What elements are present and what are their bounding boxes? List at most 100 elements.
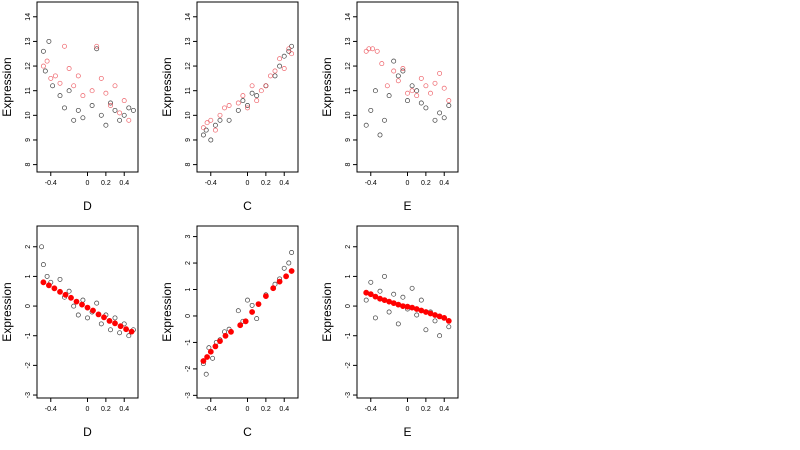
fit-point [117,323,124,330]
y-tick-label: 13 [25,37,32,45]
y-axis-label: Expression [160,57,174,116]
data-point [414,312,420,318]
panel-6: -0.4 0 0.2 0.4 -3 -2 -1 0 1 2 E Expression [320,225,459,439]
data-point [423,83,429,89]
fit-point [40,279,47,286]
x-axis-label: E [403,425,411,439]
y-tick-label: 0 [185,314,192,318]
panel-3: -0.4 0 0.2 0.4 8 9 10 11 12 13 14 E Expression [320,1,459,213]
y-tick-label: -1 [345,333,352,339]
y-tick-label: 9 [185,138,192,142]
data-point [85,315,90,321]
data-point [103,122,109,128]
data-point [210,355,216,361]
x-tick-label: 0.4 [439,406,449,413]
series-red-fit [200,268,295,364]
x-axis-label: E [403,199,411,213]
data-point [281,265,287,271]
data-point [384,83,390,89]
data-point [400,294,406,300]
data-point [126,333,132,339]
x-tick-label: -0.4 [205,180,217,187]
data-point [217,112,223,118]
data-point [80,93,86,99]
series-red [200,46,295,133]
data-point [103,90,109,96]
x-tick-label: -0.4 [365,406,377,413]
fit-point [237,322,244,329]
series-red [363,46,452,104]
fit-point [112,320,118,327]
fit-point [262,293,269,299]
fit-point [283,273,289,280]
y-tick-label: 8 [345,163,352,167]
x-axis-label: D [83,199,92,213]
data-point [418,75,424,81]
fit-point [255,301,262,307]
data-point [363,48,369,54]
data-point [441,85,447,91]
data-point [94,46,100,52]
data-point [75,107,81,113]
data-point [94,43,100,49]
data-point [200,132,206,138]
x-tick-label: -0.4 [205,406,217,413]
x-axis-label: C [243,425,252,439]
y-axis-label: Expression [160,282,174,341]
data-point [379,61,385,67]
data-point [44,58,50,64]
data-point [57,276,63,282]
x-tick-label: -0.4 [365,180,377,187]
x-tick-label: 0 [246,406,250,413]
x-tick-label: 0 [86,180,90,187]
data-point [395,321,401,327]
data-point [377,288,383,294]
x-tick-label: 0.4 [439,180,449,187]
y-tick-label: 2 [185,261,192,265]
series-black [363,58,452,138]
data-point [437,70,443,76]
plot-frame [196,1,299,173]
data-point [126,117,132,123]
plot-frame [36,1,139,173]
data-point [126,105,132,111]
x-axis-label: C [243,199,252,213]
y-tick-label: 2 [345,245,352,249]
fit-point [228,328,234,335]
y-tick-label: 9 [25,138,32,142]
fit-point [367,291,374,298]
data-point [372,88,378,94]
data-point [377,132,383,138]
data-point [446,98,452,104]
y-axis-label: Expression [0,57,14,116]
data-point [286,260,292,266]
data-point [203,127,209,133]
fit-point [372,293,379,300]
y-tick-label: 10 [185,111,192,119]
y-tick-label: -3 [345,392,352,398]
data-point [437,110,443,116]
data-point [52,73,58,79]
data-point [48,75,54,81]
data-point [423,327,429,333]
data-point [117,330,123,336]
data-point [108,327,113,333]
data-point [249,302,255,308]
data-point [432,80,438,86]
data-point [277,56,283,62]
y-tick-label: 11 [25,87,32,94]
x-tick-label: 0 [86,406,90,413]
fit-point [46,282,52,289]
x-tick-label: 0.4 [279,180,289,187]
y-tick-label: 13 [345,37,352,45]
x-tick-label: 0 [406,406,410,413]
fit-point [84,304,91,311]
data-point [382,117,387,123]
plot-frame [36,225,139,399]
data-point [245,105,250,111]
x-tick-label: 0 [246,180,250,187]
fit-point [441,314,448,321]
data-point [108,103,113,108]
data-point [423,105,429,111]
